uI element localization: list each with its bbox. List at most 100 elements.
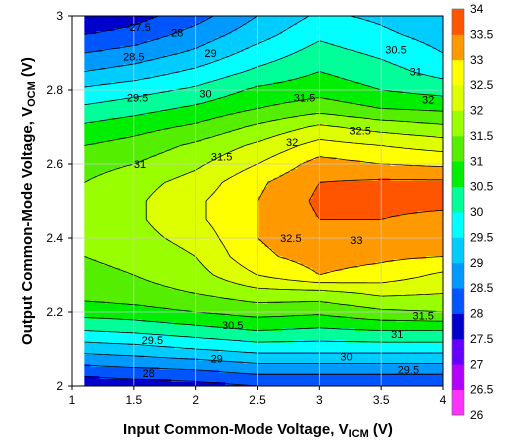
contour-cell bbox=[384, 118, 388, 122]
contour-cell bbox=[285, 19, 289, 23]
contour-cell bbox=[213, 40, 217, 44]
contour-cell bbox=[192, 100, 196, 104]
contour-cell bbox=[129, 37, 133, 41]
contour-cell bbox=[195, 22, 199, 26]
contour-cell bbox=[183, 67, 187, 71]
contour-cell bbox=[441, 82, 443, 86]
contour-cell bbox=[270, 46, 274, 50]
contour-cell bbox=[309, 55, 313, 59]
contour-cell bbox=[303, 100, 307, 104]
contour-cell bbox=[351, 52, 355, 56]
contour-cell bbox=[417, 127, 421, 131]
contour-cell bbox=[228, 97, 232, 101]
contour-cell bbox=[231, 46, 235, 50]
contour-cell bbox=[441, 133, 443, 137]
contour-cell bbox=[111, 70, 115, 74]
contour-cell bbox=[171, 121, 175, 125]
contour-cell bbox=[417, 133, 421, 137]
contour-cell bbox=[189, 40, 193, 44]
contour-cell bbox=[180, 43, 184, 47]
contour-cell bbox=[291, 76, 295, 80]
contour-cell bbox=[198, 31, 202, 35]
contour-cell bbox=[312, 79, 316, 83]
contour-cell bbox=[192, 76, 196, 80]
contour-cell bbox=[198, 85, 202, 89]
contour-cell bbox=[348, 31, 352, 35]
contour-cell bbox=[417, 94, 421, 98]
contour-cell bbox=[96, 25, 100, 29]
contour-cell bbox=[96, 94, 100, 98]
contour-cell bbox=[87, 49, 91, 53]
contour-cell bbox=[129, 94, 133, 98]
contour-cell bbox=[135, 103, 139, 107]
contour-cell bbox=[114, 136, 118, 140]
contour-cell bbox=[429, 40, 433, 44]
contour-cell bbox=[153, 85, 157, 89]
contour-cell bbox=[285, 124, 289, 128]
contour-cell bbox=[324, 73, 328, 77]
contour-cell bbox=[396, 106, 400, 110]
contour-cell bbox=[240, 37, 244, 41]
contour-cell bbox=[153, 121, 157, 125]
contour-cell bbox=[375, 64, 379, 68]
contour-cell bbox=[165, 85, 169, 89]
contour-cell bbox=[327, 121, 331, 125]
contour-cell bbox=[186, 130, 190, 134]
contour-cell bbox=[129, 121, 133, 125]
contour-cell bbox=[264, 19, 268, 23]
contour-cell bbox=[180, 37, 184, 41]
contour-cell bbox=[243, 136, 247, 140]
contour-cell bbox=[186, 115, 190, 119]
contour-cell bbox=[345, 40, 349, 44]
contour-cell bbox=[240, 46, 244, 50]
contour-cell bbox=[291, 46, 295, 50]
contour-cell bbox=[84, 19, 88, 23]
contour-cell bbox=[336, 25, 340, 29]
contour-cell bbox=[249, 28, 253, 32]
contour-cell bbox=[108, 61, 112, 65]
contour-cell bbox=[273, 28, 277, 32]
contour-cell bbox=[126, 91, 130, 95]
contour-cell bbox=[372, 16, 376, 20]
contour-cell bbox=[267, 124, 271, 128]
contour-cell bbox=[285, 139, 289, 143]
contour-cell bbox=[234, 25, 238, 29]
contour-cell bbox=[288, 103, 292, 107]
contour-cell bbox=[201, 19, 205, 23]
contour-cell bbox=[357, 106, 361, 110]
contour-cell bbox=[162, 112, 166, 116]
contour-cell bbox=[309, 82, 313, 86]
contour-cell bbox=[165, 16, 169, 20]
contour-cell bbox=[90, 127, 94, 131]
contour-cell bbox=[237, 31, 241, 35]
contour-cell bbox=[207, 112, 211, 116]
contour-cell bbox=[168, 136, 172, 140]
contour-cell bbox=[396, 103, 400, 107]
contour-cell bbox=[348, 55, 352, 59]
contour-cell bbox=[183, 133, 187, 137]
contour-cell bbox=[225, 121, 229, 125]
contour-cell bbox=[156, 70, 160, 74]
contour-cell bbox=[384, 130, 388, 134]
contour-cell bbox=[123, 112, 127, 116]
contour-cell bbox=[249, 43, 253, 47]
contour-cell bbox=[345, 28, 349, 32]
contour-cell bbox=[177, 91, 181, 95]
contour-cell bbox=[297, 130, 301, 134]
contour-cell bbox=[429, 16, 433, 20]
contour-cell bbox=[180, 55, 184, 59]
contour-cell bbox=[156, 43, 160, 47]
contour-cell bbox=[216, 91, 220, 95]
contour-cell bbox=[162, 37, 166, 41]
contour-cell bbox=[321, 136, 325, 140]
contour-cell bbox=[135, 85, 139, 89]
contour-cell bbox=[189, 70, 193, 74]
contour-cell bbox=[360, 40, 364, 44]
contour-cell bbox=[162, 70, 166, 74]
contour-cell bbox=[423, 55, 427, 59]
contour-cell bbox=[333, 82, 337, 86]
contour-cell bbox=[303, 31, 307, 35]
contour-cell bbox=[291, 40, 295, 44]
contour-cell bbox=[165, 70, 169, 74]
contour-cell bbox=[123, 16, 127, 20]
